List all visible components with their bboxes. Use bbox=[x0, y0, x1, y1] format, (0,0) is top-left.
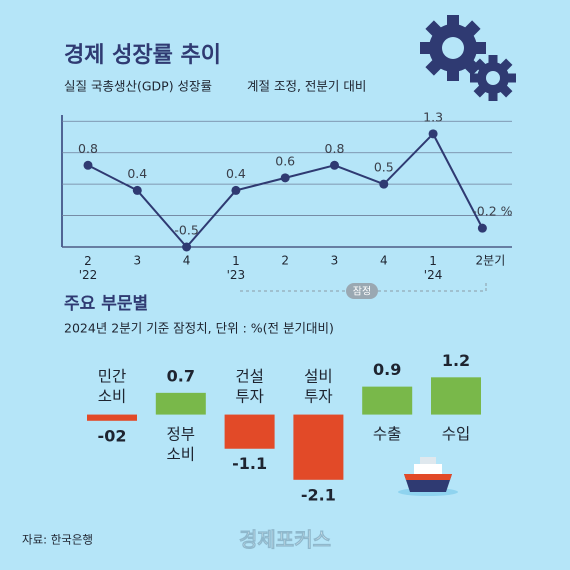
category-label: 수입 bbox=[442, 425, 471, 443]
bar bbox=[431, 377, 481, 415]
bar bbox=[362, 386, 413, 415]
data-point bbox=[379, 179, 389, 189]
x-tick-label: 4 bbox=[380, 254, 388, 268]
x-tick-label: 4 bbox=[183, 254, 191, 268]
chart-subtitle: 실질 국총생산(GDP) 성장률 bbox=[64, 79, 212, 94]
source: 자료: 한국은행 bbox=[22, 533, 93, 547]
bar bbox=[87, 414, 137, 421]
category-label: 수출 bbox=[373, 425, 402, 443]
data-label: -0.5 bbox=[174, 223, 198, 238]
annotation: 잠정 bbox=[353, 286, 371, 298]
data-point bbox=[477, 223, 487, 233]
data-label: 0.7 bbox=[167, 366, 195, 385]
x-tick-label: 2분기 bbox=[476, 254, 506, 268]
x-tick-label: 1'24 bbox=[424, 254, 443, 282]
chart-title: 경제 성장률 추이 bbox=[64, 43, 221, 68]
data-label: 1.3 bbox=[423, 109, 443, 124]
data-label: -0.2 % bbox=[472, 204, 512, 219]
category-label: 민간 소비 bbox=[98, 367, 127, 405]
bar bbox=[293, 414, 344, 480]
x-tick-label: 2'22 bbox=[79, 254, 98, 282]
data-label: 0.4 bbox=[226, 166, 246, 181]
chart-title: 주요 부문별 bbox=[64, 294, 148, 314]
data-point bbox=[231, 185, 241, 195]
x-tick-label: 2 bbox=[281, 254, 289, 268]
data-label: 0.6 bbox=[275, 153, 295, 168]
data-point bbox=[132, 185, 142, 195]
data-point bbox=[83, 160, 93, 170]
gear-icon bbox=[406, 1, 526, 111]
logo: 경제포커스 bbox=[239, 528, 331, 552]
data-label: -02 bbox=[98, 426, 127, 445]
bar bbox=[155, 392, 206, 415]
x-tick-label: 1'23 bbox=[227, 254, 246, 282]
data-label: 0.4 bbox=[127, 166, 147, 181]
chart-note: 계절 조정, 전분기 대비 bbox=[247, 79, 366, 94]
data-point bbox=[280, 173, 290, 183]
provisional-pill bbox=[346, 283, 378, 299]
bar bbox=[224, 414, 275, 449]
category-label: 정부 소비 bbox=[167, 425, 196, 463]
data-label: 1.2 bbox=[442, 351, 470, 370]
ship-icon bbox=[398, 457, 458, 496]
data-label: 0.8 bbox=[325, 141, 345, 156]
chart-subtitle: 2024년 2분기 기준 잠정치, 단위 : %(전 분기대비) bbox=[64, 321, 334, 336]
x-tick-label: 3 bbox=[133, 254, 141, 268]
data-label: 0.9 bbox=[373, 360, 401, 379]
data-point bbox=[428, 129, 438, 139]
x-tick-label: 3 bbox=[331, 254, 339, 268]
data-point bbox=[330, 160, 339, 170]
data-label: 0.8 bbox=[78, 141, 98, 156]
category-label: 설비 투자 bbox=[304, 367, 333, 405]
data-point bbox=[182, 242, 192, 252]
data-label: -2.1 bbox=[301, 485, 336, 504]
data-label: 0.5 bbox=[374, 160, 394, 175]
category-label: 건설 투자 bbox=[235, 367, 264, 405]
data-label: -1.1 bbox=[232, 454, 267, 473]
